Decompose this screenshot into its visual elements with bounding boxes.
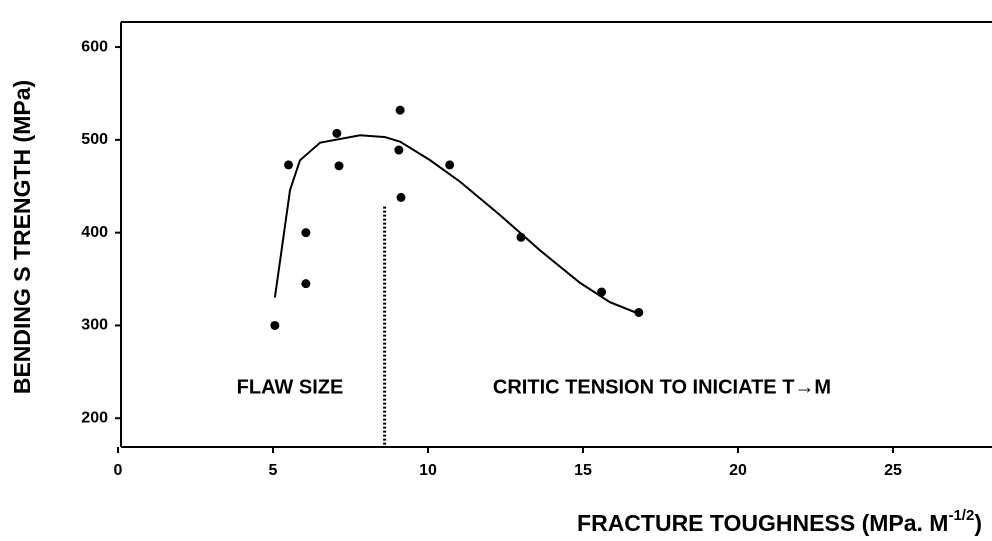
data-point xyxy=(394,145,404,155)
data-point xyxy=(284,160,293,170)
y-tick-label: 200 xyxy=(81,409,108,426)
x-axis-label-part: FRACTURE TOUGHNESS (MPa. M xyxy=(577,510,948,536)
data-point xyxy=(301,228,311,238)
y-tick-label: 400 xyxy=(81,224,108,241)
data-point xyxy=(516,232,526,242)
annotation: CRITIC TENSION TO INICIATE T→M xyxy=(493,376,831,398)
y-tick-label: 300 xyxy=(81,317,108,334)
y-tick-label: 600 xyxy=(81,38,108,55)
x-axis-label-part: ) xyxy=(974,510,982,536)
x-tick-label: 20 xyxy=(729,462,747,479)
x-axis-label: FRACTURE TOUGHNESS (MPa. M-1/2) xyxy=(577,507,982,536)
x-axis-label-sup: -1/2 xyxy=(948,507,974,524)
x-tick-label: 5 xyxy=(269,462,278,479)
data-point xyxy=(395,105,405,115)
x-tick-label: 10 xyxy=(419,462,437,479)
data-point xyxy=(445,160,455,170)
data-point xyxy=(332,128,342,138)
annotation: FLAW SIZE xyxy=(237,376,344,398)
data-point xyxy=(597,287,607,297)
x-tick-label: 15 xyxy=(574,462,592,479)
y-tick-label: 500 xyxy=(81,131,108,148)
data-point xyxy=(334,161,344,171)
data-point xyxy=(301,279,311,289)
data-point xyxy=(396,192,406,202)
x-tick-label: 0 xyxy=(114,462,123,479)
data-point xyxy=(634,307,644,317)
fit-curve xyxy=(273,134,639,315)
data-point xyxy=(270,320,280,330)
y-axis-label: BENDING S TRENGTH (MPa) xyxy=(9,80,35,394)
x-tick-label: 25 xyxy=(884,462,902,479)
